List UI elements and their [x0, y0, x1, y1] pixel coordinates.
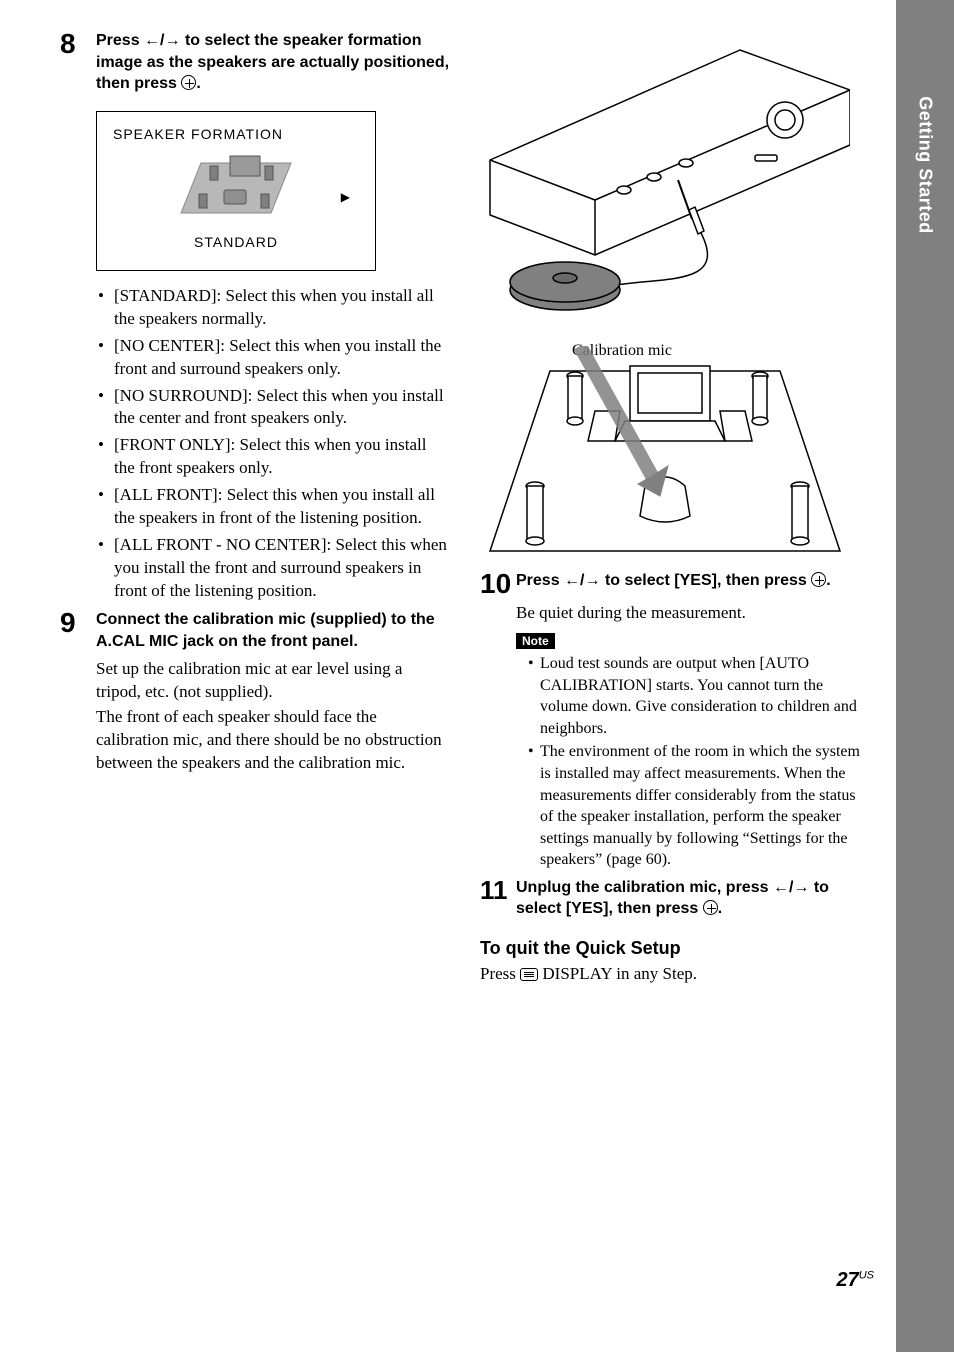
- list-item: [NO CENTER]: Select this when you instal…: [96, 335, 450, 381]
- note-list: Loud test sounds are output when [AUTO C…: [528, 653, 870, 871]
- enter-icon: [181, 75, 196, 90]
- step-11-heading: Unplug the calibration mic, press ←/→ to…: [516, 877, 870, 920]
- option-label: [FRONT ONLY]:: [114, 435, 239, 454]
- text: Press: [516, 572, 564, 589]
- arrow-keys-glyph: ←/→: [144, 32, 180, 49]
- list-item: [NO SURROUND]: Select this when you inst…: [96, 385, 450, 431]
- option-label: [NO CENTER]:: [114, 336, 229, 355]
- step-9-body-1: Set up the calibration mic at ear level …: [96, 658, 450, 704]
- enter-icon: [703, 900, 718, 915]
- speaker-formation-mini-diagram: [166, 148, 306, 228]
- quit-body: Press DISPLAY in any Step.: [480, 963, 870, 986]
- screen-caption: STANDARD: [113, 234, 359, 250]
- list-item: Loud test sounds are output when [AUTO C…: [528, 653, 870, 739]
- option-label: [NO SURROUND]:: [114, 386, 257, 405]
- step-9-body-2: The front of each speaker should face th…: [96, 706, 450, 775]
- text: DISPLAY in any Step.: [538, 964, 697, 983]
- speaker-formation-screen: SPEAKER FORMATION ▶ STANDARD: [96, 111, 376, 271]
- play-arrow-icon: ▶: [341, 190, 351, 204]
- page-number-suffix: US: [859, 1269, 874, 1281]
- list-item: [FRONT ONLY]: Select this when you insta…: [96, 434, 450, 480]
- list-item: The environment of the room in which the…: [528, 741, 870, 871]
- device-illustration: [480, 30, 850, 340]
- step-8-heading: Press ←/→ to select the speaker formatio…: [96, 30, 450, 95]
- section-tab: Getting Started: [896, 0, 954, 1352]
- option-label: [STANDARD]:: [114, 286, 226, 305]
- speaker-formation-options: [STANDARD]: Select this when you install…: [96, 285, 450, 603]
- option-label: [ALL FRONT - NO CENTER]:: [114, 535, 335, 554]
- note-label: Note: [516, 633, 555, 649]
- quit-heading: To quit the Quick Setup: [480, 938, 870, 959]
- section-tab-label: Getting Started: [915, 96, 936, 234]
- list-item: [STANDARD]: Select this when you install…: [96, 285, 450, 331]
- option-label: [ALL FRONT]:: [114, 485, 227, 504]
- step-9-number: 9: [60, 609, 96, 637]
- step-8-number: 8: [60, 30, 96, 58]
- step-10-body: Be quiet during the measurement.: [516, 602, 870, 625]
- text: .: [826, 572, 830, 589]
- page-number: 27US: [836, 1269, 874, 1292]
- arrow-keys-glyph: ←/→: [564, 572, 600, 589]
- list-item: [ALL FRONT - NO CENTER]: Select this whe…: [96, 534, 450, 603]
- text: Press: [480, 964, 520, 983]
- arrow-keys-glyph: ←/→: [773, 879, 809, 896]
- text: to select [YES], then press: [601, 572, 812, 589]
- text: Press: [96, 32, 144, 49]
- step-10-number: 10: [480, 570, 516, 598]
- enter-icon: [811, 572, 826, 587]
- page-number-value: 27: [836, 1269, 858, 1291]
- text: .: [718, 900, 722, 917]
- step-9-heading: Connect the calibration mic (supplied) t…: [96, 609, 450, 652]
- text: Unplug the calibration mic, press: [516, 879, 773, 896]
- list-item: [ALL FRONT]: Select this when you instal…: [96, 484, 450, 530]
- display-icon: [520, 968, 538, 981]
- screen-title: SPEAKER FORMATION: [113, 126, 359, 142]
- text: .: [196, 75, 200, 92]
- step-10-heading: Press ←/→ to select [YES], then press .: [516, 570, 870, 592]
- room-illustration: [480, 346, 850, 556]
- step-11-number: 11: [480, 877, 516, 903]
